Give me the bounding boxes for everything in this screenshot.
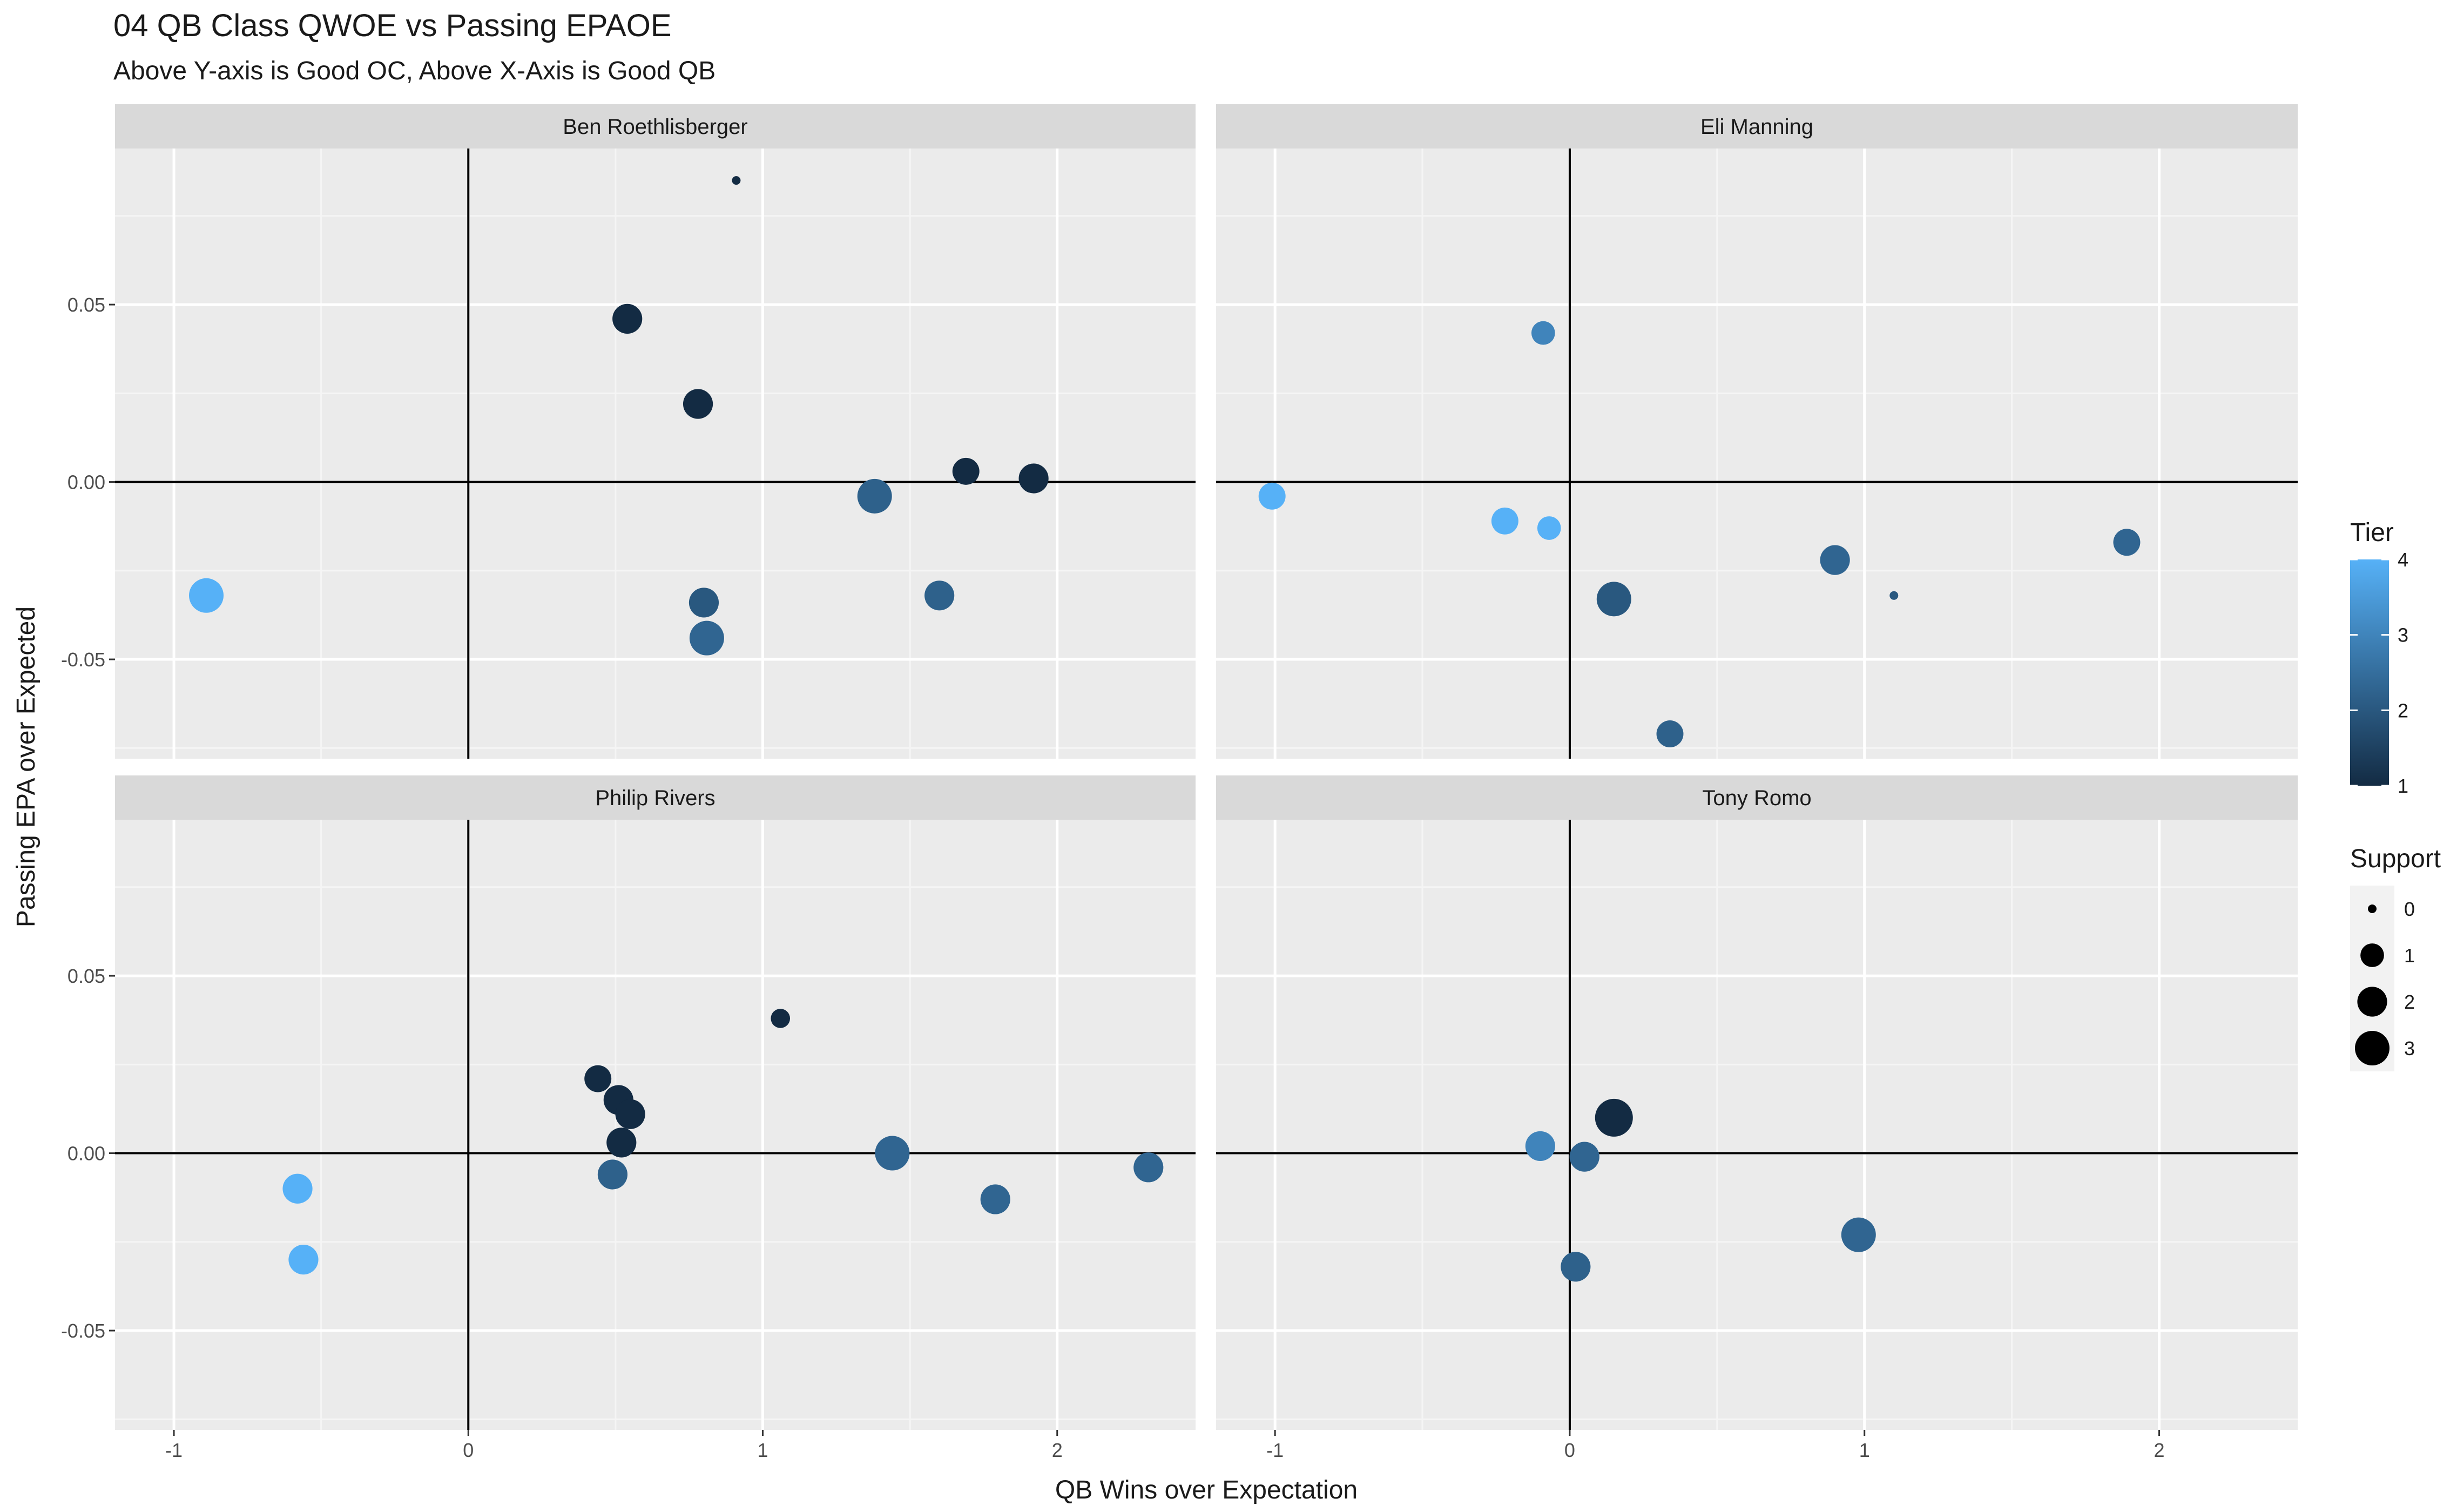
tier-colorbar [2350,559,2389,786]
size-legend-label: 2 [2404,991,2415,1013]
facet-strip [115,775,1196,820]
tier-legend-label: 1 [2398,775,2408,797]
facet-label: Tony Romo [1702,786,1811,810]
chart-subtitle: Above Y-axis is Good OC, Above X-Axis is… [113,57,716,85]
y-tick-label: 0.05 [68,294,105,316]
y-axis-title: Passing EPA over Expected [12,606,40,927]
size-legend-symbol [2357,987,2387,1017]
x-axis-title: QB Wins over Expectation [1055,1476,1358,1504]
facet-strip [1216,775,2298,820]
x-tick-label: 0 [1564,1439,1575,1461]
facet-label: Philip Rivers [595,786,715,810]
data-point [857,478,892,514]
panel-background [1216,148,2298,759]
tier-legend-label: 2 [2398,699,2408,721]
data-point [1596,582,1631,617]
facet-label: Eli Manning [1700,115,1813,139]
facet-label: Ben Roethlisberger [563,115,747,139]
facet-strip [115,104,1196,148]
data-point [606,1128,637,1158]
panel-background [115,820,1196,1430]
data-point [688,588,719,618]
data-point [612,303,643,334]
data-point [1569,1142,1599,1172]
tier-legend-label: 4 [2398,549,2408,571]
data-point [1841,1217,1876,1252]
size-legend-symbol [2368,905,2377,913]
x-tick-label: 2 [2154,1439,2164,1461]
data-point [584,1065,612,1092]
x-tick-label: 0 [463,1439,474,1461]
data-point [771,1009,791,1028]
size-legend-symbol [2360,943,2384,967]
legend-title-tier: Tier [2350,518,2394,547]
legend-title-support: Support [2350,845,2441,873]
data-point [1889,591,1899,600]
x-tick-label: 2 [1052,1439,1063,1461]
x-tick-label: -1 [1266,1439,1284,1461]
size-legend-label: 3 [2404,1037,2415,1059]
data-point [282,1173,313,1204]
data-point [1561,1252,1591,1282]
size-legend-label: 1 [2404,944,2415,967]
data-point [1531,321,1555,345]
data-point [288,1245,319,1275]
panel-background [115,148,1196,759]
data-point [1258,482,1286,510]
data-point [875,1136,910,1171]
y-tick-label: 0.00 [68,471,105,494]
x-tick-label: -1 [165,1439,183,1461]
y-tick-label: 0.00 [68,1143,105,1165]
data-point [1537,516,1561,540]
data-point [2113,529,2141,556]
size-legend-label: 0 [2404,898,2415,920]
panel-background [1216,820,2298,1430]
size-legend-symbol [2355,1031,2390,1065]
data-point [952,457,980,485]
chart-title: 04 QB Class QWOE vs Passing EPAOE [113,8,672,43]
x-tick-label: 1 [757,1439,768,1461]
data-point [732,176,741,185]
y-tick-label: -0.05 [61,649,105,671]
data-point [1525,1131,1555,1162]
data-point [1656,720,1684,747]
data-point [683,389,713,419]
x-tick-label: 1 [1859,1439,1870,1461]
data-point [924,580,955,611]
tier-legend-label: 3 [2398,624,2408,646]
data-point [1595,1098,1633,1137]
data-point [189,578,224,613]
facet-strip [1216,104,2298,148]
data-point [615,1099,645,1129]
y-tick-label: 0.05 [68,965,105,987]
data-point [597,1159,628,1190]
data-point [980,1184,1010,1214]
data-point [1491,507,1518,535]
y-tick-label: -0.05 [61,1320,105,1342]
data-point [1018,463,1049,494]
data-point [1133,1152,1164,1183]
data-point [689,620,724,656]
data-point [1820,545,1850,575]
